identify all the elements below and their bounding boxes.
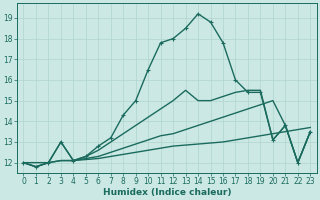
X-axis label: Humidex (Indice chaleur): Humidex (Indice chaleur) — [103, 188, 231, 197]
